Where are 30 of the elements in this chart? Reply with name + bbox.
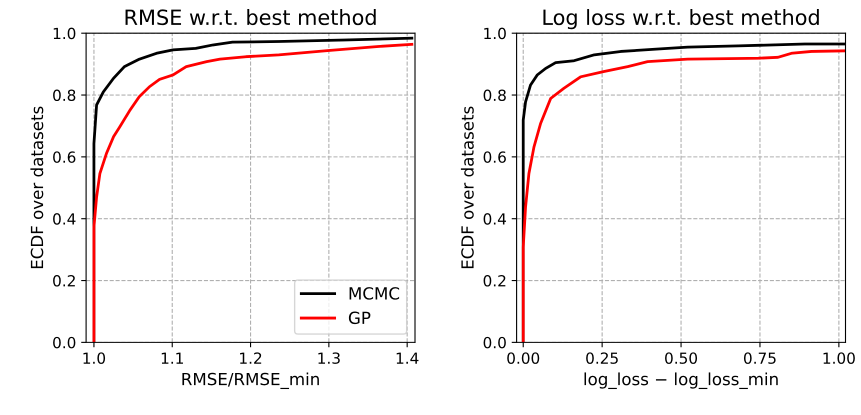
- chart-title: RMSE w.r.t. best method: [126, 9, 376, 26]
- y-axis-title: ECDF over datasets: [30, 106, 44, 268]
- y-tick-label: 0.4: [484, 213, 506, 225]
- legend-label: MCMC: [350, 287, 400, 300]
- x-axis-title: log_loss − log_loss_min: [584, 372, 778, 390]
- y-tick-label: 0.0: [53, 336, 76, 348]
- x-tick-label: 1.4: [396, 352, 418, 364]
- x-tick-label: 0.25: [586, 352, 618, 364]
- legend-label: GP: [348, 312, 370, 324]
- y-tick-label: 0.4: [53, 213, 76, 225]
- x-tick-label: 1.0: [83, 352, 106, 364]
- x-axis-title: RMSE/RMSE_min: [182, 372, 319, 390]
- x-tick-label: 1.3: [318, 352, 340, 364]
- y-tick-label: 1.0: [54, 28, 76, 40]
- x-tick-label: 0.00: [507, 352, 540, 364]
- chart-title: Log loss w.r.t. best method: [543, 9, 819, 30]
- y-tick-label: 1.0: [484, 28, 506, 40]
- y-tick-label: 0.8: [53, 90, 76, 102]
- y-tick-label: 0.2: [53, 275, 75, 287]
- x-tick-label: 1.1: [162, 352, 183, 364]
- x-tick-label: 1.00: [824, 352, 855, 364]
- y-tick-label: 0.8: [484, 90, 506, 102]
- y-tick-label: 0.6: [484, 151, 506, 163]
- y-axis-title: ECDF over datasets: [460, 106, 474, 268]
- y-tick-label: 0.2: [484, 275, 506, 287]
- x-tick-label: 1.2: [240, 352, 262, 364]
- x-tick-label: 0.75: [744, 352, 776, 364]
- x-tick-label: 0.50: [665, 352, 698, 364]
- y-tick-label: 0.6: [53, 151, 76, 163]
- y-tick-label: 0.0: [484, 336, 506, 348]
